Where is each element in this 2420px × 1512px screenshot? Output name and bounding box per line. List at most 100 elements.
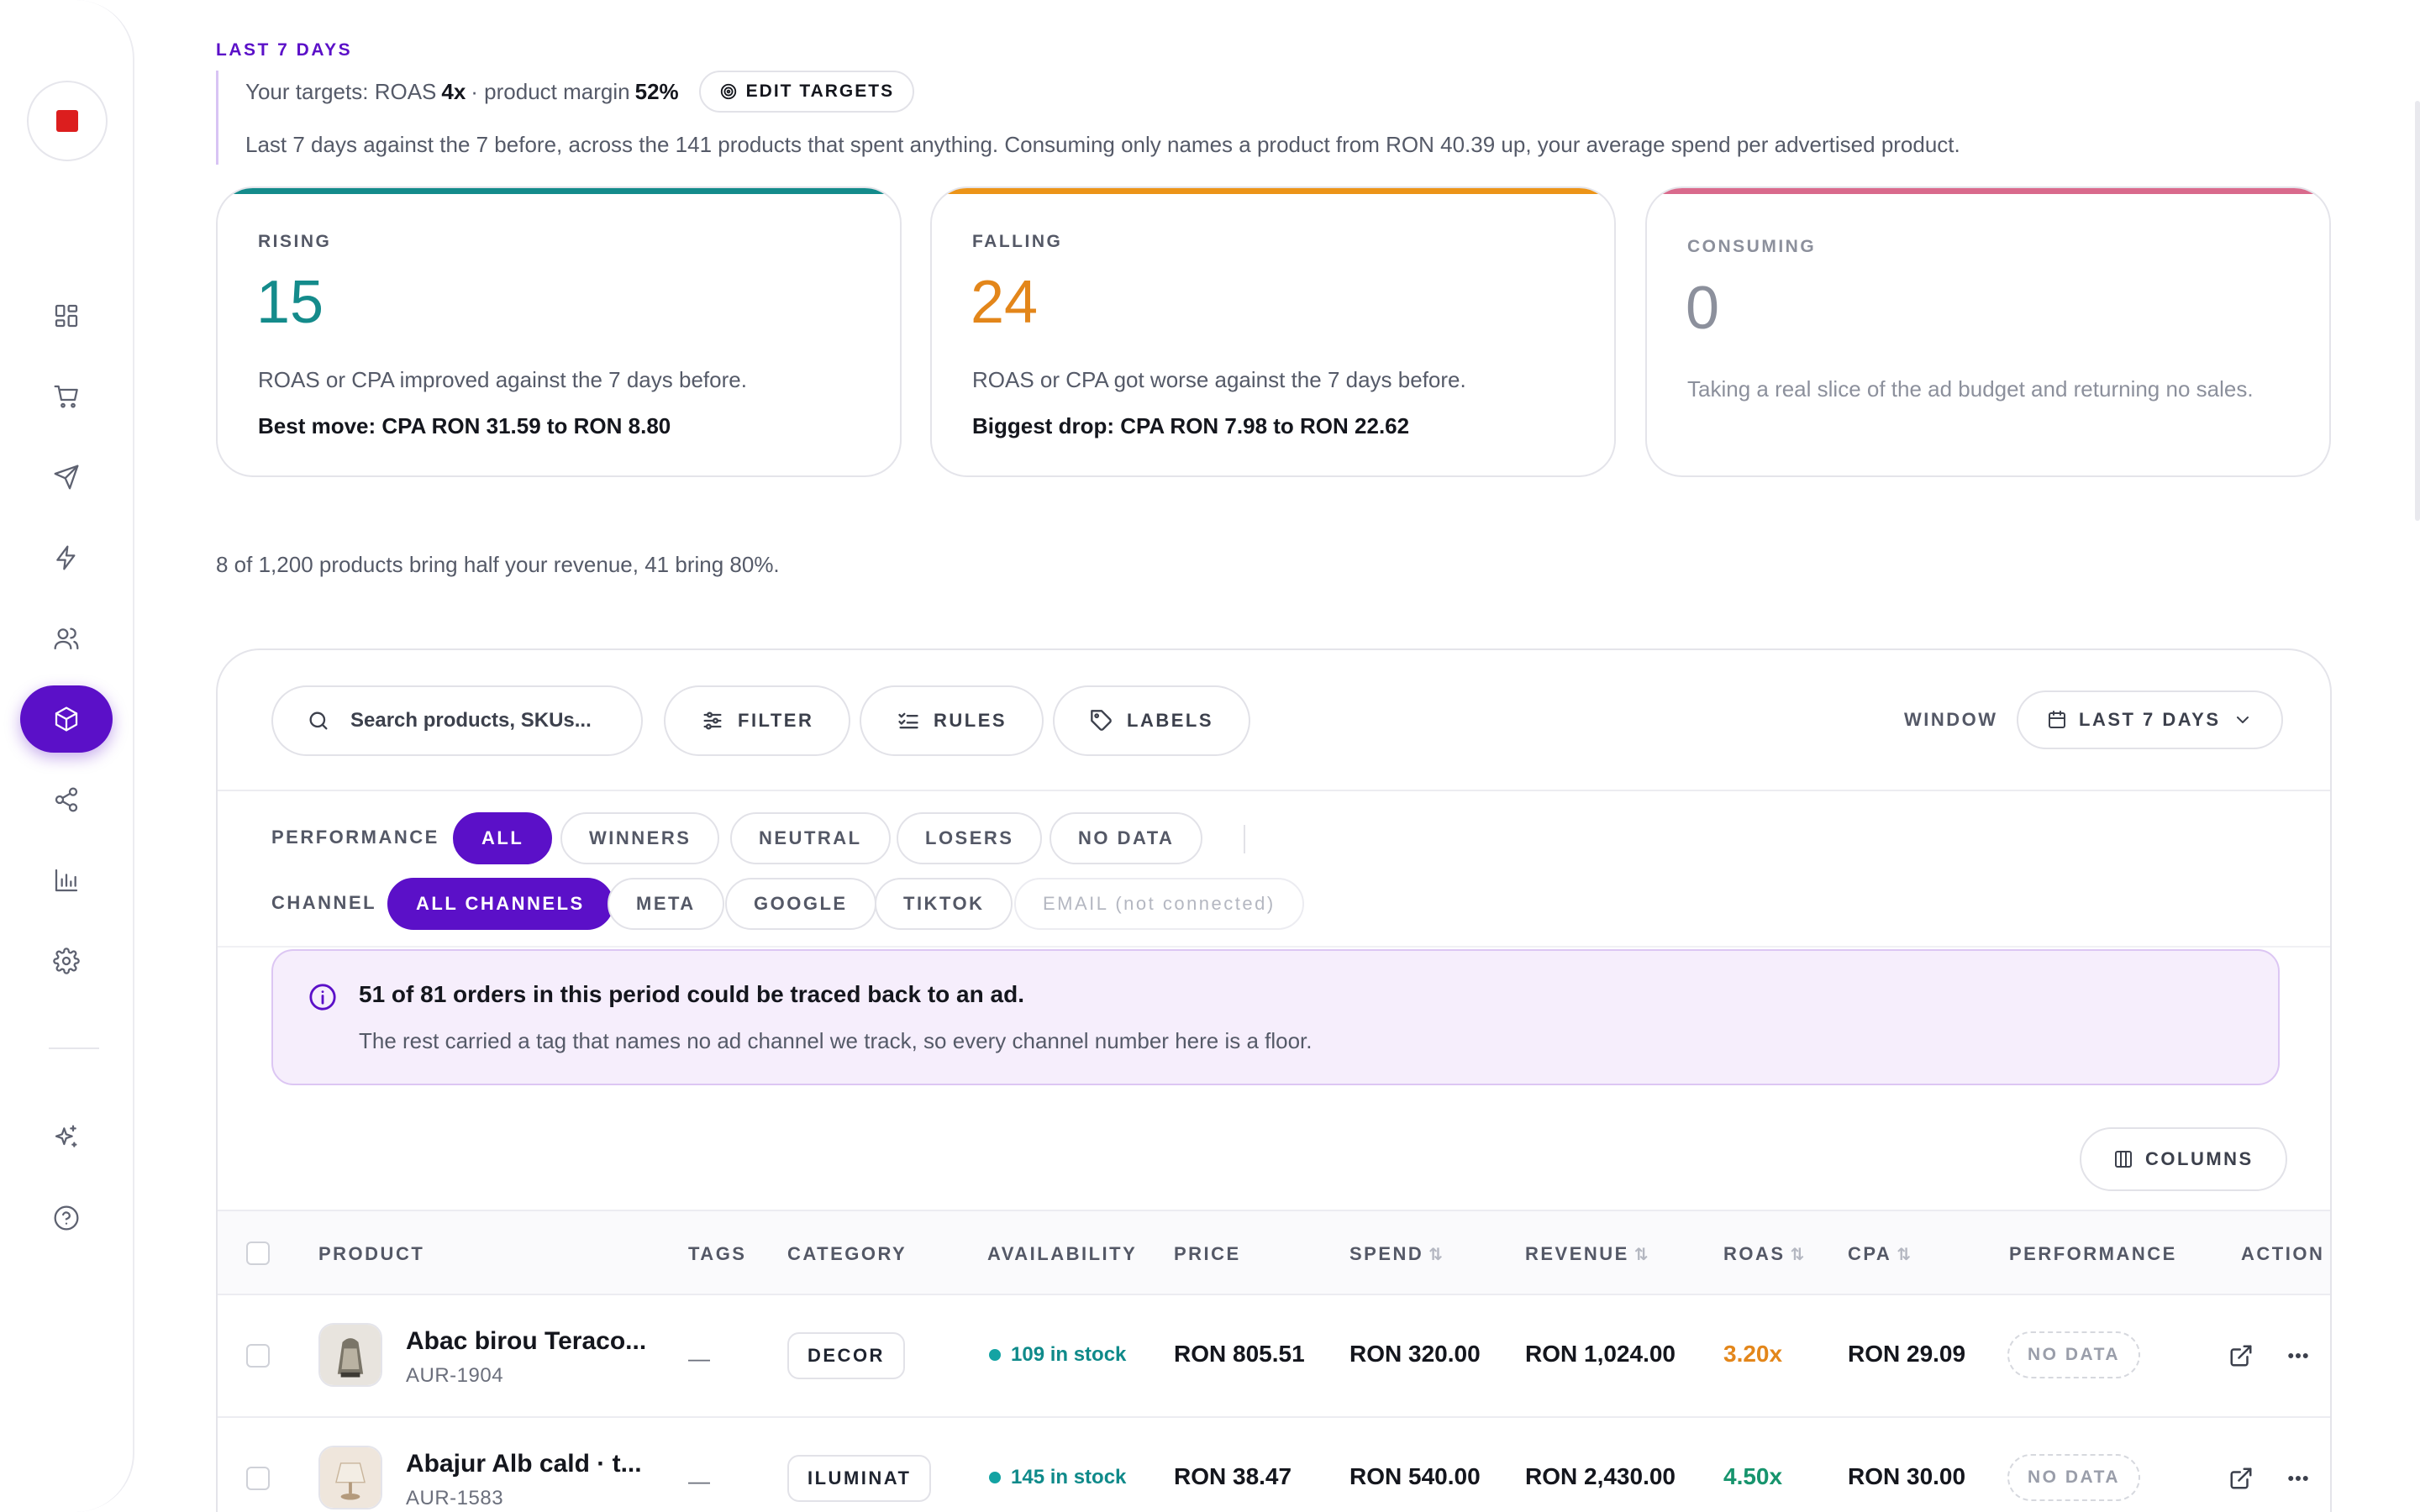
columns-button[interactable]: COLUMNS	[2080, 1127, 2287, 1191]
nav-settings[interactable]	[20, 927, 113, 995]
table-row[interactable]: Abac birou Teraco... AUR-1904 — DECOR 10…	[218, 1295, 2330, 1418]
availability-text: 109 in stock	[1011, 1343, 1127, 1366]
rising-description: ROAS or CPA improved against the 7 days …	[258, 367, 747, 392]
nav-reports[interactable]	[20, 847, 113, 914]
consuming-label: CONSUMING	[1687, 237, 1817, 256]
labels-button[interactable]: LABELS	[1053, 685, 1250, 756]
product-image	[320, 1325, 381, 1385]
tags-cell: —	[688, 1468, 710, 1494]
checklist-icon	[898, 712, 918, 729]
products-toolbar: Search products, SKUs... FILTER RULES LA…	[218, 650, 2330, 791]
rising-card[interactable]: RISING 15 ROAS or CPA improved against t…	[216, 186, 902, 477]
consuming-description: Taking a real slice of the ad budget and…	[1687, 376, 2254, 402]
attribution-notice: 51 of 81 orders in this period could be …	[271, 949, 2280, 1085]
performance-losers-chip[interactable]: LOSERS	[897, 812, 1043, 864]
channel-tiktok-chip[interactable]: TIKTOK	[875, 878, 1013, 930]
table-row[interactable]: Abajur Alb cald · t... AUR-1583 — ILUMIN…	[218, 1418, 2330, 1512]
channel-filter-label: CHANNEL	[271, 892, 377, 913]
rising-label: RISING	[258, 232, 332, 251]
nav-products[interactable]	[20, 685, 113, 753]
channel-meta-chip[interactable]: META	[608, 878, 724, 930]
search-input[interactable]: Search products, SKUs...	[350, 709, 592, 732]
search-box[interactable]: Search products, SKUs...	[271, 685, 643, 756]
open-external-button[interactable]	[2224, 1339, 2258, 1373]
more-actions-button[interactable]	[2281, 1339, 2315, 1373]
brand-logo[interactable]	[27, 81, 108, 161]
nav-integrations[interactable]	[20, 766, 113, 833]
row-checkbox[interactable]	[246, 1467, 270, 1490]
column-cpa-label: CPA	[1848, 1243, 1892, 1264]
falling-card[interactable]: FALLING 24 ROAS or CPA got worse against…	[930, 186, 1616, 477]
more-actions-button[interactable]	[2281, 1462, 2315, 1495]
column-revenue[interactable]: REVENUE ⇅	[1525, 1243, 1649, 1265]
performance-filter-label: PERFORMANCE	[271, 827, 439, 848]
sort-icon: ⇅	[1634, 1246, 1649, 1264]
product-image	[320, 1447, 381, 1508]
sparkles-icon	[55, 1125, 77, 1147]
spend-cell: RON 320.00	[1349, 1341, 1481, 1367]
select-all-checkbox[interactable]	[246, 1242, 270, 1265]
column-spend[interactable]: SPEND ⇅	[1349, 1243, 1443, 1265]
product-name[interactable]: Abajur Alb cald · t...	[406, 1450, 642, 1478]
performance-all-chip[interactable]: ALL	[453, 812, 553, 864]
page-scrollbar[interactable]	[2415, 101, 2420, 521]
rules-label: RULES	[934, 710, 1007, 731]
target-icon	[720, 83, 736, 100]
price-cell: RON 805.51	[1174, 1341, 1305, 1367]
performance-winners-chip[interactable]: WINNERS	[560, 812, 720, 864]
nav-customers[interactable]	[20, 605, 113, 672]
calendar-icon	[2049, 711, 2065, 728]
category-badge: DECOR	[787, 1332, 905, 1379]
nav-help[interactable]	[20, 1184, 113, 1252]
open-external-button[interactable]	[2224, 1462, 2258, 1495]
performance-no-data-chip[interactable]: NO DATA	[1050, 812, 1203, 864]
channel-google-chip[interactable]: GOOGLE	[725, 878, 876, 930]
nav-campaigns[interactable]	[20, 444, 113, 511]
consuming-card[interactable]: CONSUMING 0 Taking a real slice of the a…	[1645, 186, 2331, 477]
column-roas-label: ROAS	[1723, 1243, 1786, 1264]
performance-neutral-chip[interactable]: NEUTRAL	[730, 812, 891, 864]
sliders-icon	[703, 711, 722, 730]
window-select[interactable]: LAST 7 DAYS	[2017, 690, 2283, 749]
nav-automations[interactable]	[20, 524, 113, 591]
availability-cell: 109 in stock	[989, 1343, 1126, 1367]
channel-all-chip[interactable]: ALL CHANNELS	[387, 878, 613, 930]
availability-text: 145 in stock	[1011, 1466, 1127, 1488]
filters-divider	[218, 946, 2330, 948]
columns-icon	[2115, 1151, 2132, 1168]
rules-button[interactable]: RULES	[860, 685, 1044, 756]
tag-icon	[1091, 710, 1112, 731]
filter-button[interactable]: FILTER	[664, 685, 851, 756]
brand-mark-icon	[56, 110, 78, 132]
more-horizontal-icon	[2288, 1476, 2308, 1482]
box-icon	[55, 706, 78, 732]
column-cpa[interactable]: CPA ⇅	[1848, 1243, 1911, 1265]
row-checkbox[interactable]	[246, 1344, 270, 1368]
performance-badge: NO DATA	[2007, 1331, 2141, 1378]
column-spend-label: SPEND	[1349, 1243, 1424, 1264]
filter-separator	[1244, 825, 1245, 853]
cart-icon	[54, 385, 78, 408]
edit-targets-button[interactable]: EDIT TARGETS	[698, 71, 915, 113]
external-link-icon	[2230, 1345, 2252, 1367]
product-thumbnail	[318, 1446, 382, 1509]
category-badge: ILUMINAT	[787, 1455, 932, 1502]
notice-body: The rest carried a tag that names no ad …	[359, 1028, 1313, 1053]
roas-cell: 4.50x	[1723, 1463, 1783, 1489]
bolt-icon	[56, 545, 76, 570]
product-sku: AUR-1583	[406, 1487, 504, 1509]
nav-orders[interactable]	[20, 363, 113, 430]
falling-label: FALLING	[972, 232, 1063, 251]
nav-ai-assistant[interactable]	[20, 1104, 113, 1171]
targets-prefix: Your targets: ROAS	[245, 78, 437, 104]
product-name[interactable]: Abac birou Teraco...	[406, 1327, 647, 1355]
column-action: ACTION	[2241, 1243, 2325, 1264]
column-product: PRODUCT	[318, 1243, 425, 1264]
roas-cell: 3.20x	[1723, 1341, 1783, 1367]
period-label: LAST 7 DAYS	[216, 40, 353, 60]
window-value: LAST 7 DAYS	[2079, 709, 2221, 730]
column-roas[interactable]: ROAS ⇅	[1723, 1243, 1804, 1265]
consuming-count: 0	[1686, 275, 1720, 342]
nav-dashboard[interactable]	[20, 282, 113, 349]
column-performance: PERFORMANCE	[2009, 1243, 2177, 1264]
